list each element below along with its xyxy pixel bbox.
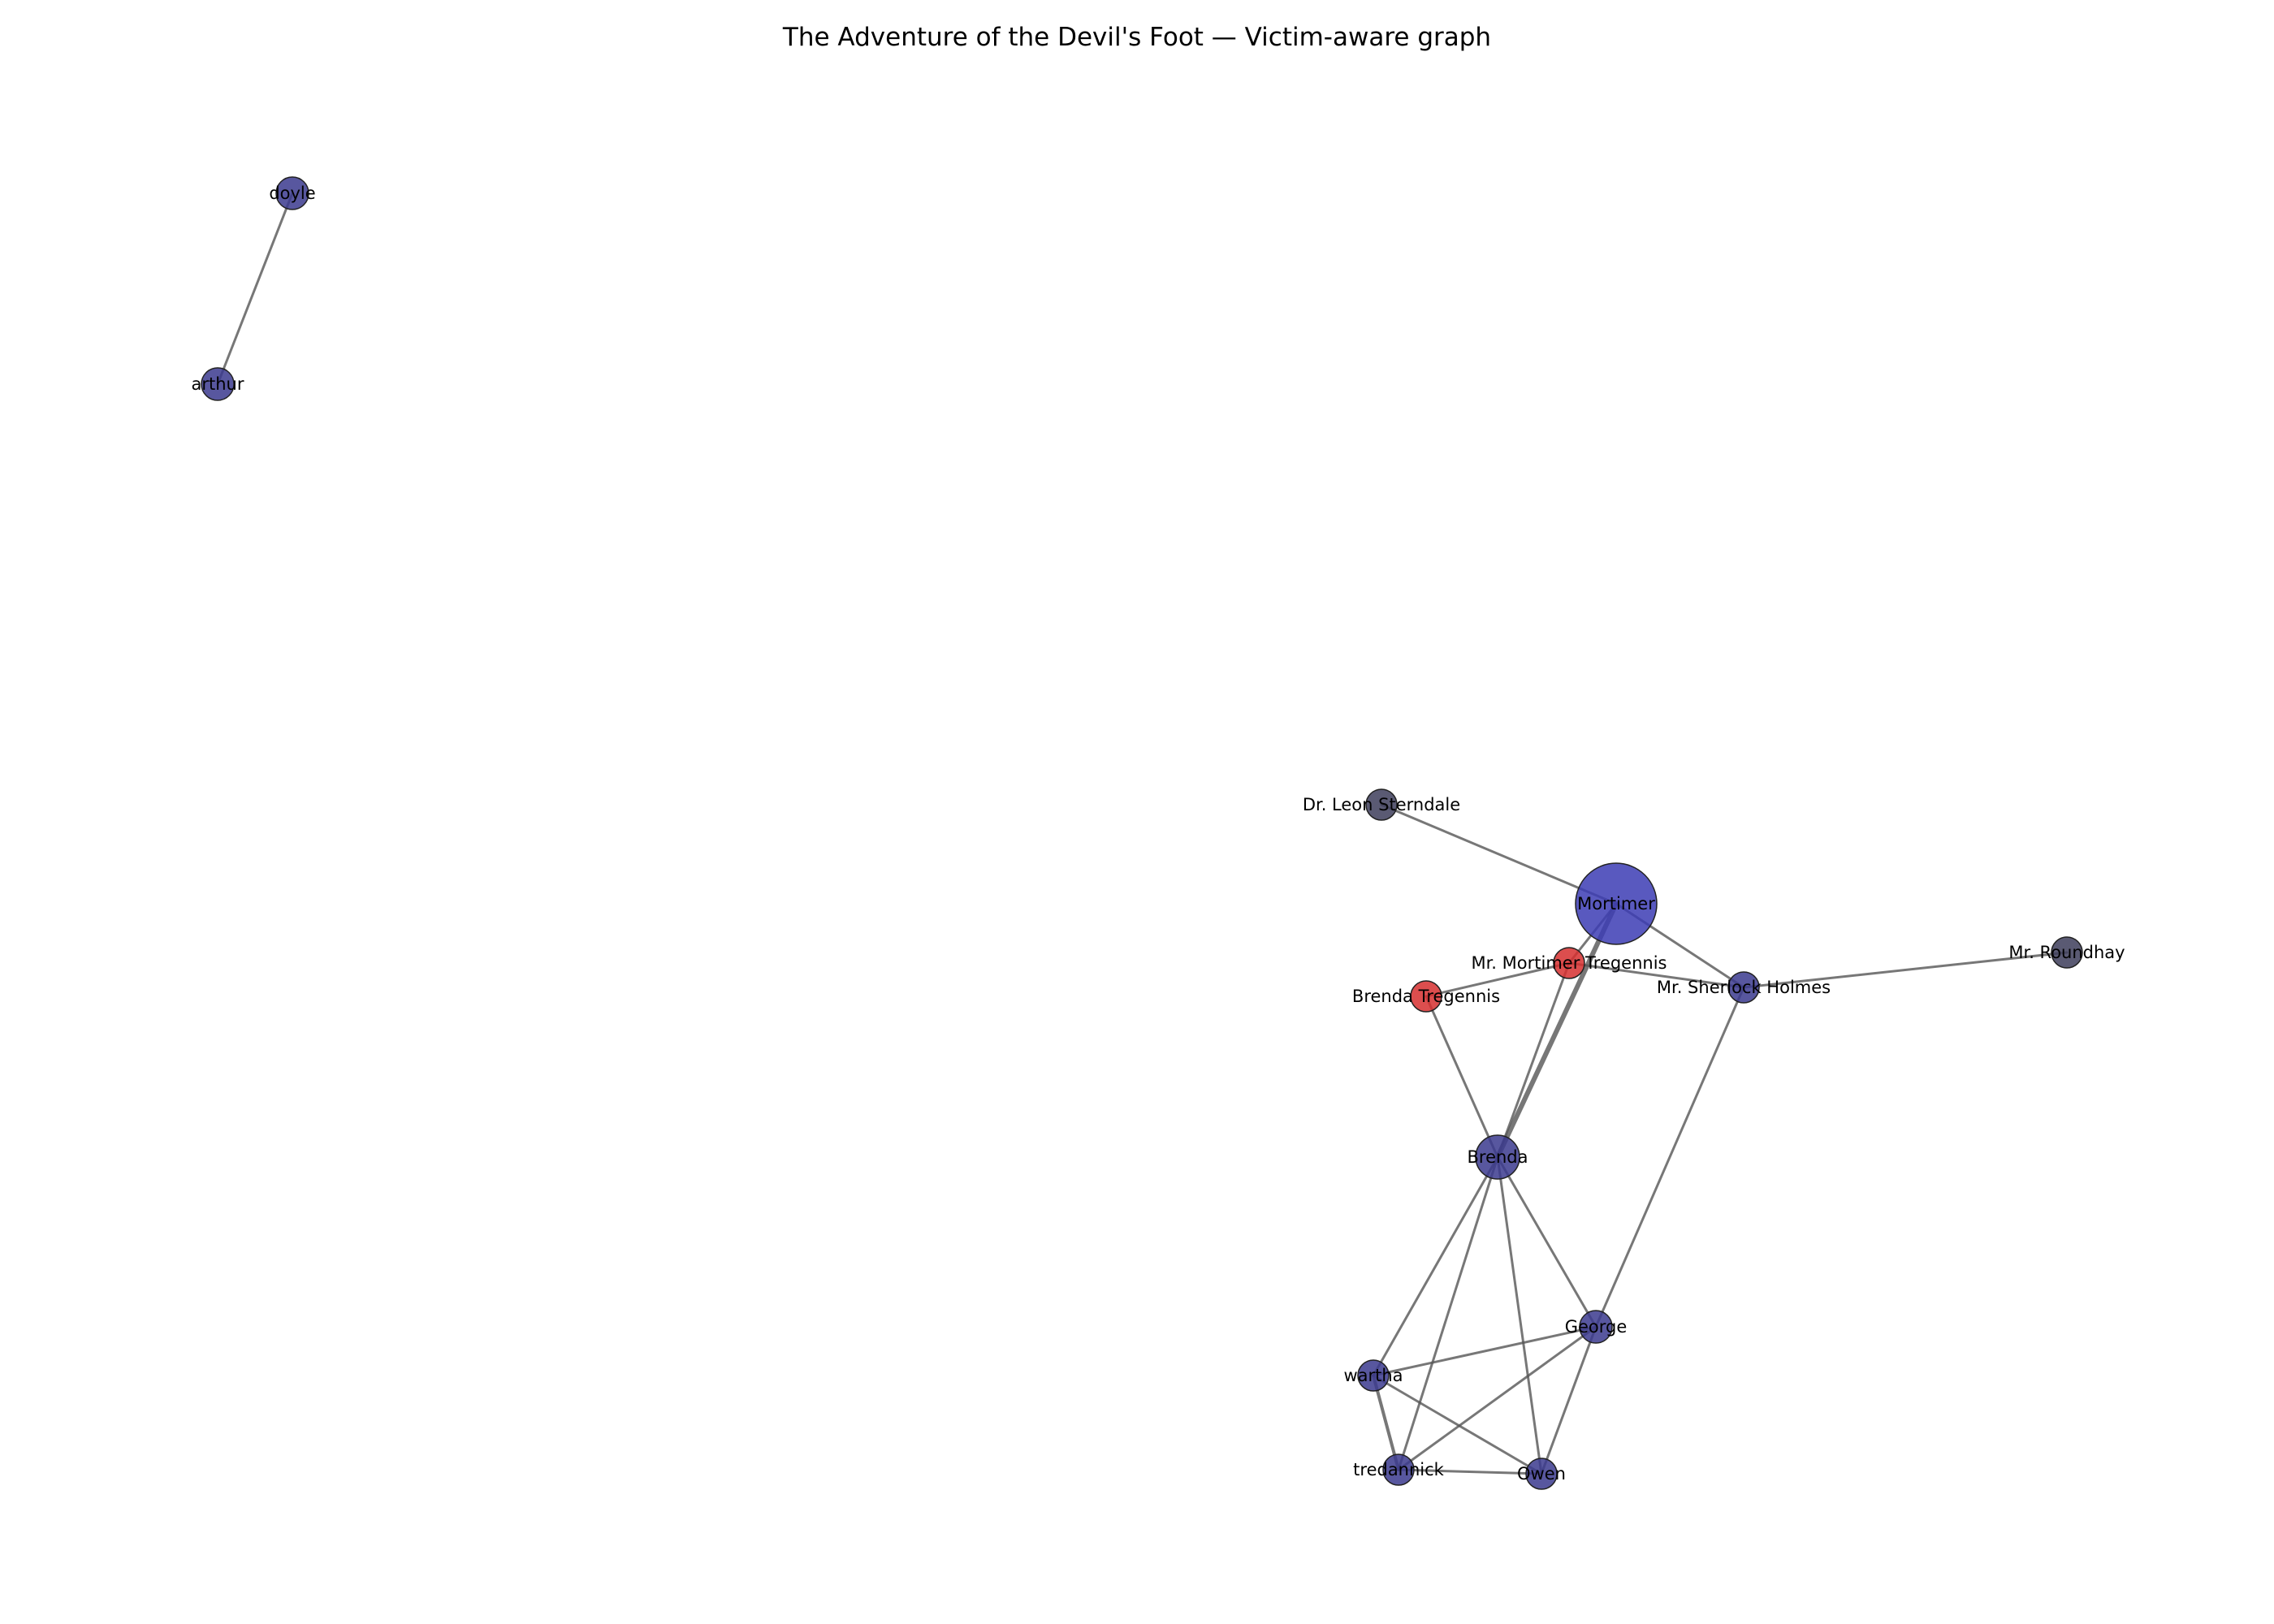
edge-brenda_t-brenda bbox=[1424, 995, 1499, 1159]
edge-sterndale-mortimer bbox=[1380, 803, 1618, 905]
node-brenda[interactable] bbox=[1475, 1134, 1520, 1180]
node-wartha[interactable] bbox=[1357, 1359, 1390, 1392]
node-label-sterndale: Dr. Leon Sterndale bbox=[1303, 795, 1460, 814]
edge-mortimer-brenda bbox=[1495, 901, 1619, 1160]
node-label-george: George bbox=[1565, 1317, 1628, 1337]
node-label-mr_mortimer: Mr. Mortimer Tregennis bbox=[1471, 953, 1667, 973]
node-mr_mortimer[interactable] bbox=[1553, 947, 1585, 979]
edge-mr_mortimer-holmes bbox=[1567, 961, 1745, 989]
edge-brenda-tredannick bbox=[1397, 1155, 1499, 1471]
node-label-owen: Owen bbox=[1517, 1464, 1566, 1484]
node-label-mortimer: Mortimer bbox=[1577, 894, 1655, 914]
edge-brenda-wartha bbox=[1372, 1155, 1499, 1377]
labels-layer: doyle arthur Dr. Leon Sterndale Mortimer Mr.… bbox=[192, 184, 2125, 1484]
node-brenda_t[interactable] bbox=[1410, 980, 1442, 1013]
node-label-wartha: wartha bbox=[1343, 1366, 1403, 1385]
edge-george-tredannick bbox=[1397, 1325, 1597, 1471]
node-label-brenda: Brenda bbox=[1467, 1147, 1528, 1167]
node-roundhay[interactable] bbox=[2051, 936, 2083, 969]
node-george[interactable] bbox=[1579, 1310, 1613, 1344]
edge-wartha-owen bbox=[1372, 1374, 1543, 1475]
node-label-doyle: doyle bbox=[269, 184, 315, 203]
node-doyle[interactable] bbox=[275, 176, 309, 210]
graph-title: The Adventure of the Devil's Foot — Vict… bbox=[782, 23, 1491, 52]
edge-doyle-arthur bbox=[216, 192, 294, 386]
edge-mr_mortimer-brenda_t bbox=[1424, 961, 1571, 998]
node-label-brenda_t: Brenda Tregennis bbox=[1352, 987, 1500, 1006]
node-mortimer[interactable] bbox=[1575, 862, 1658, 945]
nodes-layer bbox=[201, 176, 2083, 1490]
edge-brenda-owen bbox=[1496, 1155, 1543, 1475]
edge-holmes-roundhay bbox=[1742, 951, 2069, 989]
edge-tredannick-owen bbox=[1397, 1468, 1543, 1475]
node-sterndale[interactable] bbox=[1365, 788, 1398, 821]
node-label-holmes: Mr. Sherlock Holmes bbox=[1657, 978, 1831, 997]
node-tredannick[interactable] bbox=[1382, 1453, 1415, 1486]
node-owen[interactable] bbox=[1525, 1458, 1558, 1490]
edge-holmes-george bbox=[1594, 986, 1745, 1328]
edges-layer bbox=[216, 192, 2069, 1475]
node-arthur[interactable] bbox=[201, 367, 235, 401]
node-label-tredannick: tredannick bbox=[1353, 1460, 1445, 1479]
node-label-roundhay: Mr. Roundhay bbox=[2008, 943, 2125, 962]
edge-mr_mortimer-brenda bbox=[1496, 961, 1571, 1159]
node-label-arthur: arthur bbox=[192, 374, 244, 394]
edge-george-wartha bbox=[1372, 1325, 1597, 1377]
edge-brenda-george bbox=[1496, 1155, 1597, 1328]
edge-wartha-tredannick bbox=[1372, 1374, 1400, 1471]
edge-george-owen bbox=[1540, 1325, 1597, 1475]
node-holmes[interactable] bbox=[1727, 971, 1760, 1004]
